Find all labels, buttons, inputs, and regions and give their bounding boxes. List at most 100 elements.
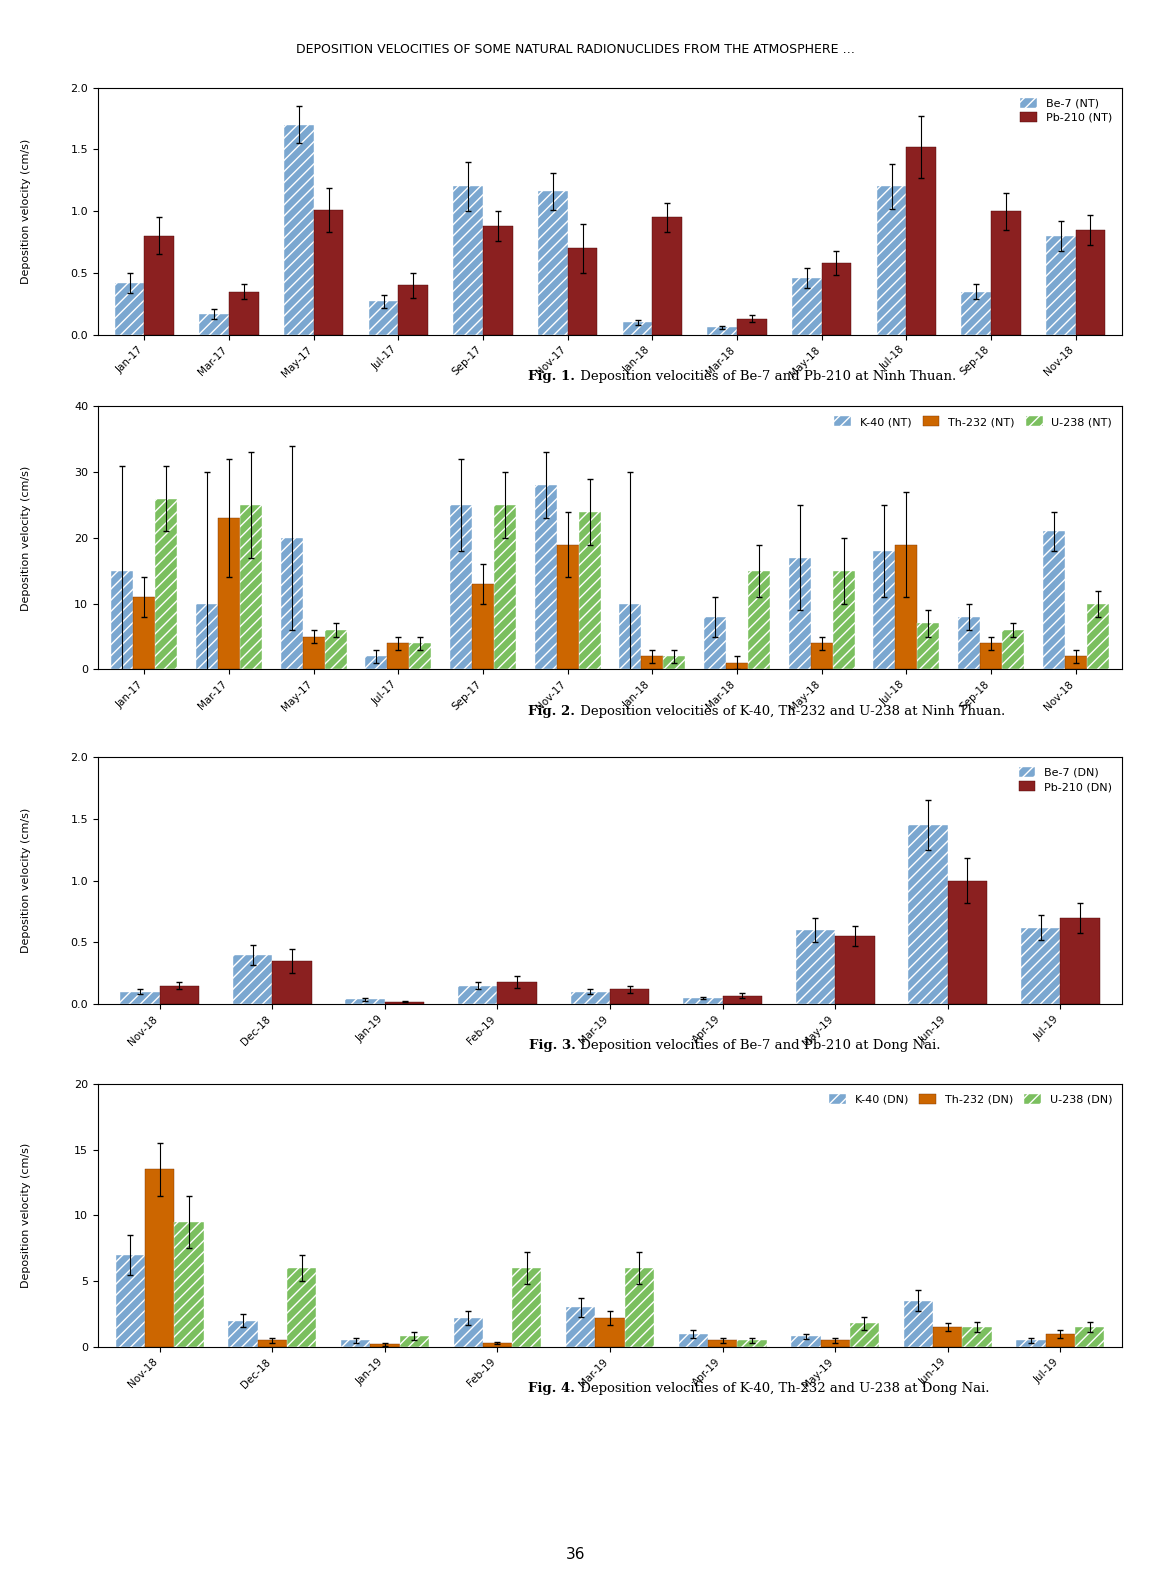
Bar [228, 1320, 258, 1347]
Text: Deposition velocities of Be-7 and Pb-210 at Dong Nai.: Deposition velocities of Be-7 and Pb-210… [576, 1039, 940, 1052]
Bar [708, 327, 737, 335]
Bar [303, 636, 325, 669]
Bar [273, 961, 312, 1004]
Bar [196, 604, 218, 669]
Bar [821, 1341, 849, 1347]
Bar [933, 1328, 962, 1347]
Bar [314, 210, 343, 335]
Y-axis label: Deposition velocity (cm/s): Deposition velocity (cm/s) [21, 139, 31, 284]
Bar [482, 1344, 512, 1347]
Bar [494, 505, 516, 669]
Bar [738, 1341, 767, 1347]
Bar [325, 630, 346, 669]
Bar [849, 1323, 879, 1347]
Bar [566, 1307, 595, 1347]
Bar [453, 1318, 482, 1347]
Bar [410, 644, 432, 669]
Bar [567, 249, 597, 335]
Bar [791, 1336, 821, 1347]
Bar [538, 191, 567, 335]
Bar [1003, 630, 1024, 669]
Text: Deposition velocities of Be-7 and Pb-210 at Ninh Thuan.: Deposition velocities of Be-7 and Pb-210… [576, 370, 955, 383]
Bar [483, 226, 512, 335]
Y-axis label: Deposition velocity (cm/s): Deposition velocity (cm/s) [21, 465, 31, 611]
Legend: K-40 (DN), Th-232 (DN), U-238 (DN): K-40 (DN), Th-232 (DN), U-238 (DN) [825, 1089, 1116, 1109]
Bar [1021, 928, 1060, 1004]
Bar [962, 1328, 992, 1347]
Bar [241, 505, 262, 669]
Bar [284, 124, 314, 335]
Bar [365, 657, 388, 669]
Bar [908, 826, 947, 1004]
Bar [115, 282, 144, 335]
Bar [233, 955, 273, 1004]
Bar [1075, 1328, 1104, 1347]
Bar [535, 486, 557, 669]
Bar [512, 1269, 541, 1347]
Bar [947, 880, 988, 1004]
Bar [822, 263, 852, 335]
Text: Deposition velocities of K-40, Th-232 and U-238 at Ninh Thuan.: Deposition velocities of K-40, Th-232 an… [576, 705, 1005, 717]
Bar [557, 545, 579, 669]
Bar [895, 545, 917, 669]
Bar [679, 1334, 708, 1347]
Bar [832, 571, 855, 669]
Bar [1087, 604, 1108, 669]
Bar [684, 998, 723, 1004]
Bar [723, 996, 762, 1004]
Bar [388, 644, 410, 669]
Bar [788, 558, 810, 669]
Bar [1076, 230, 1105, 335]
Bar [874, 552, 895, 669]
Text: Fig. 2.: Fig. 2. [528, 705, 576, 717]
Bar [836, 936, 875, 1004]
Y-axis label: Deposition velocity (cm/s): Deposition velocity (cm/s) [21, 808, 31, 953]
Bar [453, 186, 483, 335]
Bar [704, 617, 726, 669]
Bar [155, 499, 177, 669]
Bar [287, 1269, 317, 1347]
Bar [653, 217, 683, 335]
Bar [1016, 1341, 1045, 1347]
Bar [472, 583, 494, 669]
Bar [144, 236, 174, 335]
Bar [371, 1344, 399, 1347]
Text: 36: 36 [566, 1548, 585, 1562]
Bar [623, 322, 653, 335]
Bar [1043, 531, 1065, 669]
Bar [1045, 1334, 1075, 1347]
Bar [1046, 236, 1076, 335]
Bar [134, 598, 155, 669]
Bar [116, 1254, 145, 1347]
Y-axis label: Deposition velocity (cm/s): Deposition velocity (cm/s) [21, 1143, 31, 1288]
Bar [1065, 657, 1087, 669]
Bar [726, 663, 748, 669]
Bar [980, 644, 1003, 669]
Bar [160, 985, 199, 1004]
Bar [904, 1301, 933, 1347]
Bar [229, 292, 259, 335]
Legend: Be-7 (NT), Pb-210 (NT): Be-7 (NT), Pb-210 (NT) [1016, 92, 1116, 128]
Bar [384, 1001, 425, 1004]
Bar [810, 644, 832, 669]
Bar [497, 982, 536, 1004]
Bar [199, 314, 229, 335]
Bar [958, 617, 980, 669]
Legend: Be-7 (DN), Pb-210 (DN): Be-7 (DN), Pb-210 (DN) [1014, 762, 1116, 797]
Bar [906, 147, 936, 335]
Bar [121, 991, 160, 1004]
Bar [795, 931, 836, 1004]
Bar [610, 990, 649, 1004]
Bar [1060, 918, 1099, 1004]
Bar [345, 999, 384, 1004]
Bar [112, 571, 134, 669]
Bar [571, 991, 610, 1004]
Bar [792, 277, 822, 335]
Legend: K-40 (NT), Th-232 (NT), U-238 (NT): K-40 (NT), Th-232 (NT), U-238 (NT) [830, 411, 1116, 432]
Bar [641, 657, 663, 669]
Text: DEPOSITION VELOCITIES OF SOME NATURAL RADIONUCLIDES FROM THE ATMOSPHERE …: DEPOSITION VELOCITIES OF SOME NATURAL RA… [296, 43, 855, 56]
Bar [341, 1341, 371, 1347]
Bar [398, 285, 428, 335]
Bar [619, 604, 641, 669]
Bar [281, 539, 303, 669]
